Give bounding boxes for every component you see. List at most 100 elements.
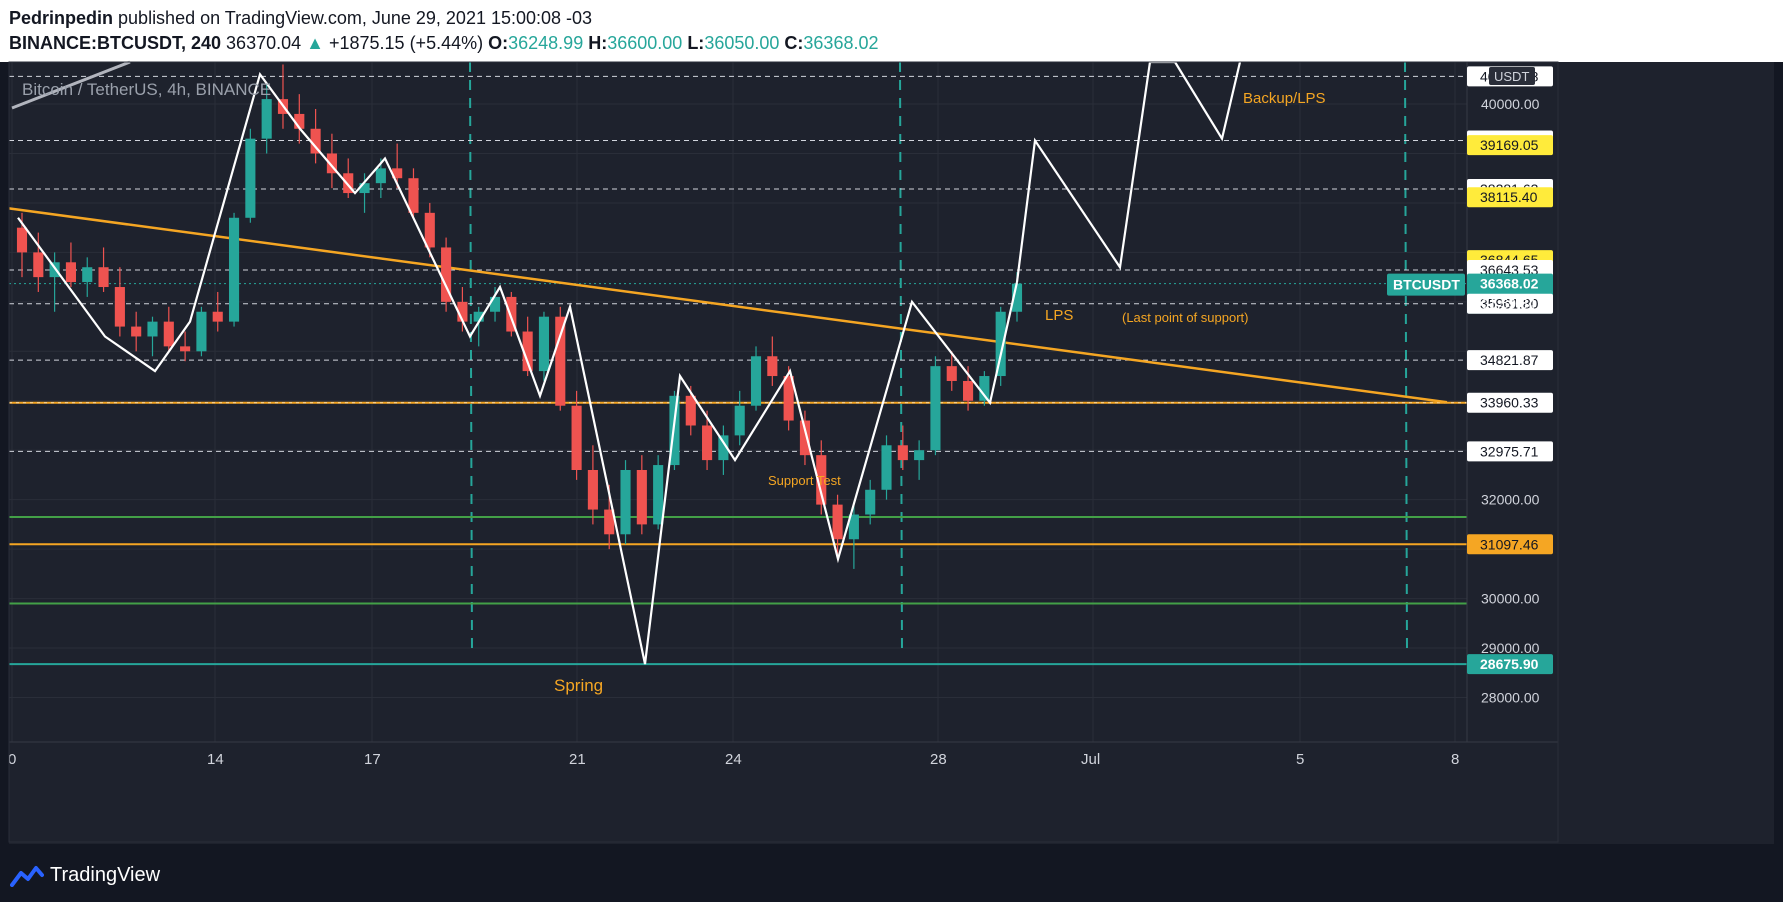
currency-label: USDT bbox=[1494, 69, 1529, 84]
high-value: 36600.00 bbox=[607, 33, 683, 53]
tradingview-logo[interactable]: TradingView bbox=[10, 864, 160, 887]
candle-body bbox=[506, 296, 517, 332]
annotation-backup-lps: Backup/LPS bbox=[1243, 90, 1326, 107]
candle-body bbox=[392, 168, 403, 179]
candle-body bbox=[16, 227, 28, 253]
price-tick-label: 28000.00 bbox=[1481, 689, 1540, 705]
annotation-support-test: Support Test bbox=[768, 473, 841, 488]
candle-body bbox=[65, 262, 76, 283]
candle-body bbox=[636, 470, 647, 525]
candle-body bbox=[49, 262, 60, 278]
annotation-spring: Spring bbox=[554, 676, 603, 695]
candle-body bbox=[245, 138, 256, 218]
annotation-last-point-of-support: (Last point of support) bbox=[1122, 310, 1248, 325]
candle-body bbox=[343, 173, 354, 194]
candle-body bbox=[114, 287, 125, 327]
publication-info: published on TradingView.com, June 29, 2… bbox=[118, 8, 593, 28]
symbol-tag: BTCUSDT bbox=[1393, 277, 1460, 293]
candle-body bbox=[653, 465, 664, 525]
candle-body bbox=[897, 445, 908, 461]
candle-body bbox=[33, 252, 44, 278]
symbol-tag-box bbox=[1387, 273, 1465, 296]
descending-trendline bbox=[8, 207, 1448, 404]
candle-body bbox=[946, 366, 957, 381]
price-label-box bbox=[1467, 392, 1553, 413]
projection-path bbox=[1015, 60, 1242, 283]
candle-body bbox=[832, 504, 843, 540]
price-label-text: 33960.33 bbox=[1480, 395, 1539, 411]
candle-body bbox=[82, 267, 93, 283]
candle-body bbox=[261, 99, 272, 139]
annotation-lps: LPS bbox=[1045, 307, 1073, 324]
price-tick-label: 29000.00 bbox=[1481, 640, 1540, 656]
candle-body bbox=[620, 470, 631, 535]
candle-body bbox=[180, 346, 191, 352]
price-label-text: 39169.05 bbox=[1480, 137, 1539, 153]
candle-body bbox=[750, 356, 762, 406]
price-label-text: 35961.80 bbox=[1480, 296, 1539, 312]
tradingview-logo-text: TradingView bbox=[50, 864, 161, 886]
candle-body bbox=[359, 183, 370, 194]
price-label-box bbox=[1467, 187, 1553, 208]
cycle-dashed-line bbox=[899, 61, 903, 653]
candle-body bbox=[571, 405, 582, 470]
candle-body bbox=[963, 380, 974, 401]
publication-line: Pedrinpedin published on TradingView.com… bbox=[9, 8, 592, 29]
candle-body bbox=[783, 376, 794, 421]
candle-body bbox=[98, 267, 109, 288]
close-label: C: bbox=[784, 33, 804, 53]
candle-body bbox=[604, 509, 615, 535]
last-price: 36370.04 bbox=[226, 33, 302, 53]
chart-border bbox=[8, 61, 1559, 843]
author-name[interactable]: Pedrinpedin bbox=[9, 8, 114, 28]
gray-trendline bbox=[11, 60, 131, 110]
candle-body bbox=[995, 311, 1006, 377]
price-label-box bbox=[1467, 534, 1553, 555]
candle-body bbox=[702, 425, 713, 461]
open-label: O: bbox=[488, 33, 509, 53]
price-tick-label: 40000.00 bbox=[1481, 96, 1540, 112]
candle-body bbox=[799, 420, 811, 456]
candle-body bbox=[408, 178, 419, 213]
candle-body bbox=[930, 366, 941, 451]
candle-body bbox=[424, 212, 435, 248]
candle-body bbox=[228, 217, 240, 322]
candle-body bbox=[555, 316, 566, 406]
candle-body bbox=[881, 445, 892, 490]
price-label-box bbox=[1467, 654, 1553, 675]
price-tick-label: 30000.00 bbox=[1481, 591, 1540, 607]
candle-body bbox=[212, 311, 223, 322]
time-tick-label: 17 bbox=[364, 751, 381, 768]
candle-body bbox=[538, 316, 550, 372]
candle-body bbox=[816, 455, 827, 505]
candle-body bbox=[457, 301, 468, 322]
candle-body bbox=[375, 168, 386, 184]
wave-path bbox=[17, 71, 1019, 665]
candle-body bbox=[441, 247, 452, 302]
candle-body bbox=[522, 331, 533, 372]
candle-body bbox=[147, 321, 158, 337]
time-tick-label: 14 bbox=[207, 751, 224, 768]
time-tick-label: 28 bbox=[930, 751, 947, 768]
candle-body bbox=[310, 128, 321, 154]
candle-body bbox=[734, 405, 745, 436]
price-change: +1875.15 (+5.44%) bbox=[328, 33, 484, 53]
price-label-box bbox=[1467, 350, 1553, 371]
candle-body bbox=[979, 376, 990, 401]
symbol-label: BINANCE:BTCUSDT, 240 bbox=[9, 33, 222, 53]
open-value: 36248.99 bbox=[508, 33, 584, 53]
candle-body bbox=[473, 311, 484, 322]
time-tick-label: 21 bbox=[569, 751, 586, 768]
chart-legend: Bitcoin / TetherUS, 4h, BINANCE bbox=[22, 80, 272, 99]
close-value: 36368.02 bbox=[803, 33, 879, 53]
time-tick-label: Jul bbox=[1081, 751, 1100, 768]
ohlc-line: BINANCE:BTCUSDT, 240 36370.04 ▲ +1875.15… bbox=[9, 33, 878, 54]
price-label-text: 28675.90 bbox=[1480, 656, 1539, 672]
candle-body bbox=[163, 321, 174, 347]
low-label: L: bbox=[687, 33, 705, 53]
candle-body bbox=[767, 356, 778, 377]
candle-body bbox=[865, 489, 876, 515]
candle-body bbox=[196, 311, 207, 352]
price-tick-label: 32000.00 bbox=[1481, 492, 1540, 508]
